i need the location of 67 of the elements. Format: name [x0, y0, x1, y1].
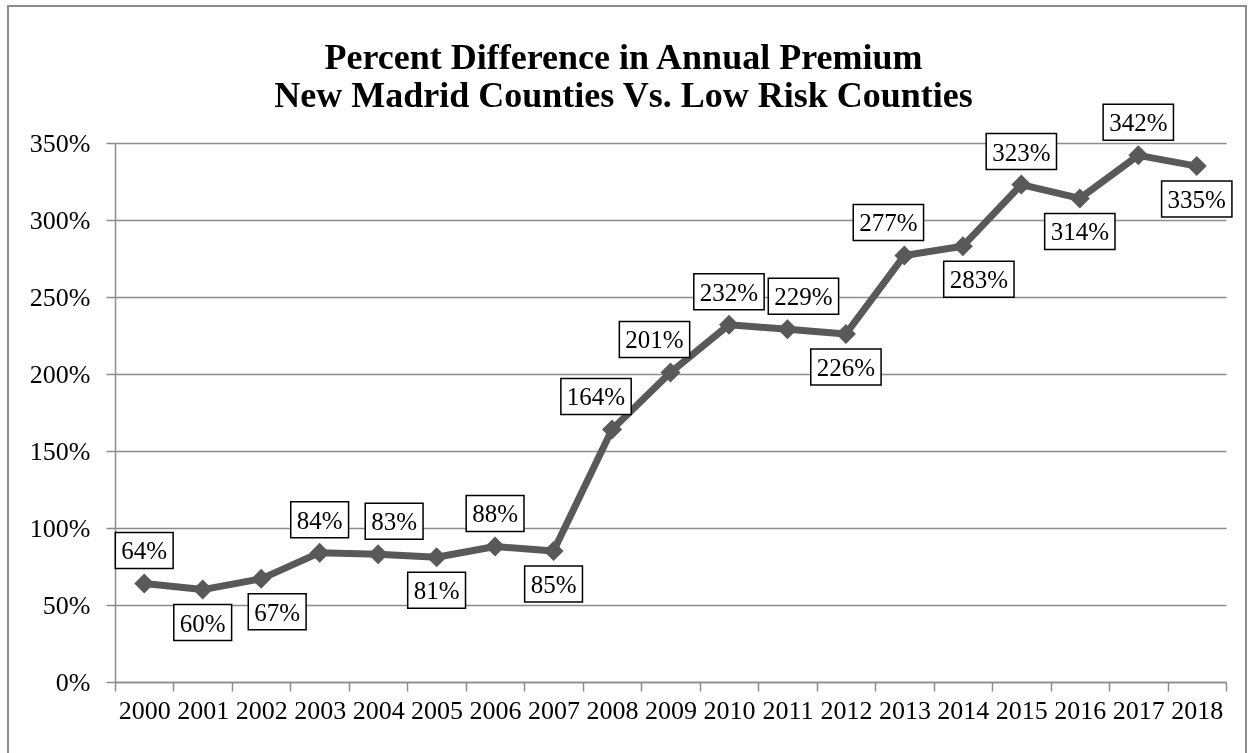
y-tick-label: 350%: [29, 128, 91, 158]
data-label: 64%: [121, 537, 168, 565]
point: [952, 236, 973, 257]
point: [602, 419, 623, 440]
x-tick-label: 2007: [528, 695, 581, 725]
data-label: 84%: [296, 506, 343, 534]
y-tick-label: 150%: [29, 436, 91, 466]
chart-title: Percent Difference in Annual Premium: [324, 37, 923, 78]
x-tick-label: 2012: [820, 695, 873, 725]
point: [660, 362, 681, 383]
y-tick-label: 300%: [29, 205, 91, 235]
point: [835, 323, 856, 344]
point: [1011, 174, 1032, 195]
x-tick-label: 2005: [411, 695, 464, 725]
point: [1128, 145, 1149, 166]
point: [368, 544, 389, 565]
point: [1186, 156, 1207, 177]
x-tick-label: 2009: [645, 695, 697, 725]
data-label: 164%: [566, 383, 626, 411]
data-label: 81%: [413, 577, 460, 605]
data-label: 277%: [859, 209, 918, 237]
data-label: 232%: [699, 278, 759, 306]
point: [192, 579, 213, 600]
x-tick-label: 2015: [995, 695, 1048, 725]
point: [134, 573, 155, 594]
x-tick-label: 2013: [878, 695, 931, 725]
y-tick-label: 100%: [29, 513, 91, 543]
x-tick-label: 2010: [703, 695, 756, 725]
data-label: 283%: [949, 266, 1009, 294]
data-label: 226%: [816, 353, 876, 381]
data-label: 83%: [371, 508, 418, 536]
data-label: 335%: [1167, 186, 1226, 214]
data-label: 67%: [254, 598, 301, 626]
point: [485, 536, 506, 557]
x-tick-label: 2001: [177, 695, 230, 725]
x-tick-label: 2017: [1112, 695, 1165, 725]
point: [309, 542, 330, 563]
data-label: 314%: [1050, 218, 1109, 246]
point: [543, 541, 564, 562]
y-tick-label: 0%: [55, 667, 91, 697]
x-tick-label: 2002: [235, 695, 288, 725]
data-label: 342%: [1109, 109, 1168, 137]
x-tick-label: 2003: [294, 695, 347, 725]
point: [777, 319, 798, 340]
x-tick-label: 2004: [352, 695, 405, 725]
chart-subtitle: New Madrid Counties Vs. Low Risk Counties: [274, 75, 973, 116]
y-tick-label: 250%: [29, 282, 91, 312]
data-label: 85%: [530, 571, 577, 599]
x-tick-label: 2008: [586, 695, 639, 725]
x-tick-label: 2006: [469, 695, 522, 725]
data-label: 60%: [179, 609, 226, 637]
data-label: 229%: [774, 283, 833, 311]
data-label: 323%: [992, 138, 1051, 166]
data-label: 88%: [472, 500, 518, 528]
point: [894, 245, 915, 266]
x-tick-label: 2014: [937, 695, 990, 725]
point: [1069, 188, 1090, 209]
x-tick-label: 2000: [118, 695, 171, 725]
point: [718, 314, 739, 335]
data-label: 201%: [625, 326, 684, 354]
x-tick-label: 2016: [1054, 695, 1107, 725]
x-tick-label: 2018: [1171, 695, 1224, 725]
y-tick-label: 50%: [42, 590, 91, 620]
point: [426, 547, 447, 568]
point: [251, 568, 272, 589]
y-tick-label: 200%: [29, 359, 91, 389]
x-tick-label: 2011: [762, 695, 814, 725]
